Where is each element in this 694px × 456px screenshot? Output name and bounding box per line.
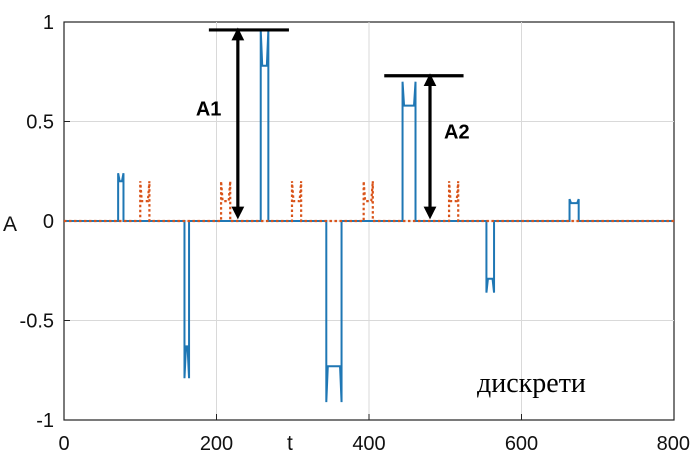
x-tick-label: 600: [505, 433, 538, 455]
annotation-label: A2: [444, 121, 470, 143]
annotations: A1 A2: [196, 27, 470, 220]
x-tick-label: 200: [200, 433, 233, 455]
annotation-label: A1: [196, 98, 222, 120]
series-line-2: [64, 181, 674, 223]
x-tick-label: 800: [657, 433, 690, 455]
x-tick-label: 400: [352, 433, 385, 455]
x-ticks: 0 200 400 600 800: [58, 414, 690, 455]
note-label: дискрети: [477, 368, 586, 399]
y-ticks: -1 -0.5 0 0.5 1: [20, 12, 70, 432]
y-tick-label: 0.5: [26, 112, 54, 134]
y-tick-label: 0: [43, 211, 54, 233]
y-tick-label: 1: [43, 12, 54, 34]
y-axis-label: A: [3, 213, 17, 236]
x-axis-label: t: [287, 432, 293, 455]
series-line-1: [64, 29, 674, 403]
series-group: [64, 29, 674, 403]
x-tick-label: 0: [58, 433, 69, 455]
y-tick-label: -1: [36, 410, 54, 432]
y-tick-label: -0.5: [20, 311, 54, 333]
